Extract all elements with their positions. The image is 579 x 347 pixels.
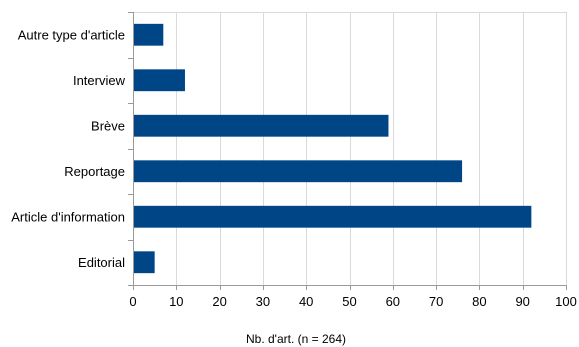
x-tick-label: 0 <box>129 294 136 309</box>
x-tick-label: 80 <box>472 294 486 309</box>
x-axis-title: Nb. d'art. (n = 264) <box>246 332 346 346</box>
x-tick-label: 40 <box>299 294 313 309</box>
bar-5 <box>134 251 155 274</box>
x-tick-label: 70 <box>429 294 443 309</box>
x-tick-label: 60 <box>386 294 400 309</box>
bar-0 <box>134 23 164 46</box>
bar-1 <box>134 69 185 92</box>
bar-4 <box>134 205 532 228</box>
category-label: Reportage <box>64 164 125 179</box>
axes <box>128 12 567 290</box>
tick-labels: 0 10 20 30 40 50 60 70 80 90 100 <box>129 294 576 309</box>
x-tick-label: 50 <box>342 294 356 309</box>
x-tick-label: 20 <box>212 294 226 309</box>
x-tick-label: 100 <box>555 294 577 309</box>
gridlines <box>133 12 567 285</box>
bar-3 <box>134 160 463 183</box>
bars <box>134 23 532 274</box>
category-label: Interview <box>73 73 126 88</box>
x-tick-label: 90 <box>515 294 529 309</box>
category-label: Editorial <box>78 255 125 270</box>
bar-2 <box>134 114 389 137</box>
category-label: Autre type d'article <box>18 27 125 42</box>
category-labels: Autre type d'article Interview Brève Report… <box>11 27 125 270</box>
category-label: Brève <box>91 118 125 133</box>
category-label: Article d'information <box>11 209 125 224</box>
x-tick-label: 10 <box>169 294 183 309</box>
x-tick-label: 30 <box>256 294 270 309</box>
